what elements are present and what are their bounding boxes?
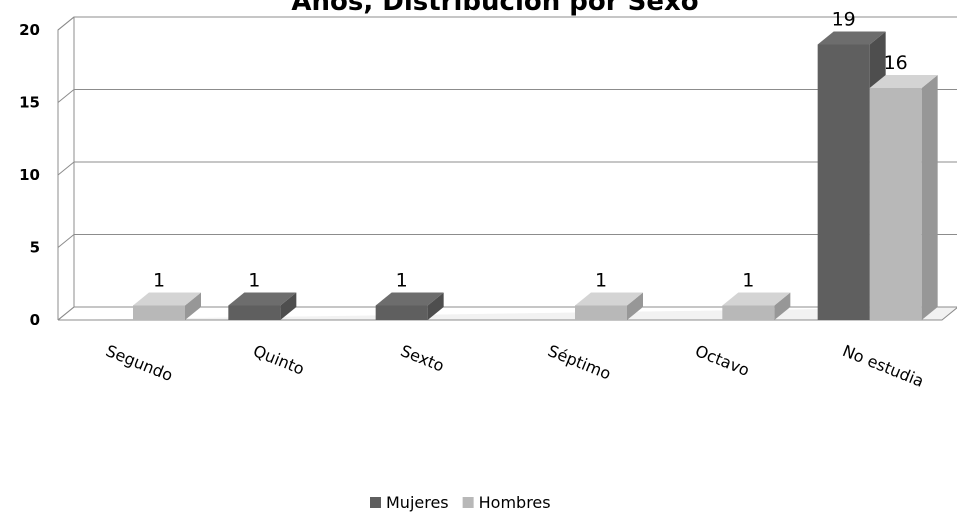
bars <box>133 31 938 320</box>
legend-item-hombres: Hombres <box>462 493 551 512</box>
y-tick-label: 20 <box>19 21 40 39</box>
legend: Mujeres Hombres <box>370 493 551 512</box>
data-labels: 1 1 1 1 1 19 16 <box>153 9 908 292</box>
data-label: 1 <box>248 270 260 292</box>
bar-mujeres-1 <box>228 292 297 320</box>
legend-item-mujeres: Mujeres <box>370 493 449 512</box>
x-tick-label: Octavo <box>693 341 753 380</box>
data-label: 1 <box>153 270 165 292</box>
bar-hombres-5 <box>869 75 938 320</box>
gridline <box>57 89 957 103</box>
legend-label: Mujeres <box>386 493 449 512</box>
data-label: 19 <box>832 9 856 31</box>
data-label: 1 <box>595 270 607 292</box>
x-tick-label: Segundo <box>103 341 175 385</box>
legend-label: Hombres <box>479 493 551 512</box>
x-tick-label: No estudia <box>840 341 927 391</box>
x-tick-label: Quinto <box>251 341 308 379</box>
data-label: 1 <box>742 270 754 292</box>
gridline <box>57 161 957 176</box>
x-tick-label: Sexto <box>398 341 447 376</box>
data-label: 16 <box>884 52 908 74</box>
bar-mujeres-2 <box>375 292 444 320</box>
bar-hombres-3 <box>575 292 643 320</box>
y-axis-ticks: 0 5 10 15 20 <box>19 21 40 329</box>
gridlines <box>57 16 957 321</box>
y-tick-label: 10 <box>19 166 40 184</box>
y-tick-label: 5 <box>30 239 40 257</box>
gridline <box>57 234 957 248</box>
x-tick-label: Séptimo <box>545 341 614 383</box>
gridline <box>57 16 957 31</box>
bar-hombres-4 <box>722 292 791 320</box>
x-axis-categories: Segundo Quinto Sexto Séptimo Octavo No estudi… <box>103 341 926 391</box>
y-tick-label: 0 <box>30 311 40 329</box>
y-tick-label: 15 <box>19 94 40 112</box>
chart-title: Años, Distribución por Sexo <box>291 0 698 17</box>
bar-hombres-0 <box>133 292 201 320</box>
gridline <box>57 306 957 321</box>
data-label: 1 <box>396 270 408 292</box>
